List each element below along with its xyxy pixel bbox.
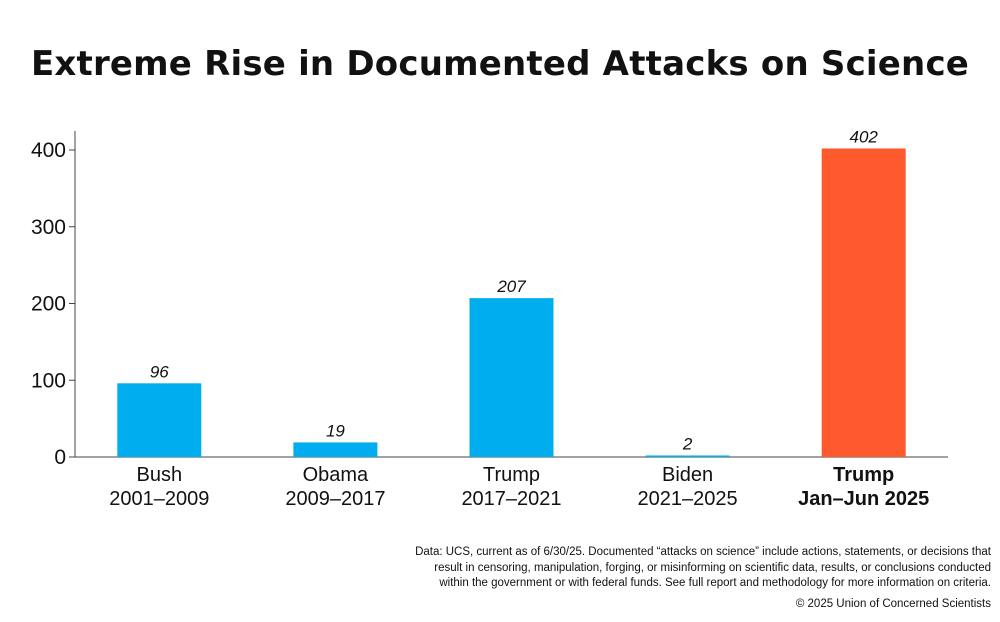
data-label: 19: [326, 421, 345, 440]
data-label: 207: [496, 277, 526, 296]
x-tick-label: Obama: [303, 464, 369, 486]
y-tick-label: 0: [54, 446, 66, 469]
source-note: Data: UCS, current as of 6/30/25. Docume…: [291, 545, 991, 592]
x-tick-label: Jan–Jun 2025: [798, 488, 929, 510]
x-tick-label: 2017–2021: [461, 488, 561, 510]
x-tick-label: 2009–2017: [285, 488, 385, 510]
source-note-line: within the government or with federal fu…: [439, 577, 991, 589]
bar: [645, 455, 730, 457]
source-note-line: Data: UCS, current as of 6/30/25. Docume…: [415, 546, 991, 558]
x-tick-label: Biden: [662, 464, 713, 486]
bar: [469, 298, 554, 457]
x-tick-label: Trump: [483, 464, 540, 486]
source-note-line: result in censoring, manipulation, forgi…: [434, 561, 991, 574]
x-tick-label: 2021–2025: [638, 488, 738, 510]
copyright: © 2025 Union of Concerned Scientists: [795, 598, 991, 610]
data-label: 2: [682, 434, 693, 453]
x-tick-label: Bush: [137, 464, 183, 486]
bar: [293, 442, 378, 457]
chart-title: Extreme Rise in Documented Attacks on Sc…: [30, 44, 970, 84]
y-tick-label: 400: [31, 139, 66, 162]
x-tick-label: 2001–2009: [109, 488, 209, 510]
data-label: 402: [850, 127, 879, 146]
y-tick-label: 200: [31, 293, 66, 316]
bar: [117, 383, 202, 457]
y-tick-label: 100: [31, 369, 66, 392]
y-tick-label: 300: [31, 216, 66, 239]
x-tick-label: Trump: [833, 464, 894, 486]
data-label: 96: [150, 362, 169, 381]
bar: [821, 148, 906, 457]
